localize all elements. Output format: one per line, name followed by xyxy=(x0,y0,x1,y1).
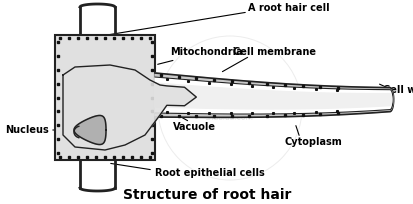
Polygon shape xyxy=(154,83,391,109)
Polygon shape xyxy=(74,126,78,138)
Polygon shape xyxy=(154,77,392,114)
Text: A root hair cell: A root hair cell xyxy=(247,3,329,13)
Text: Structure of root hair: Structure of root hair xyxy=(123,188,290,202)
Bar xyxy=(55,35,154,160)
Polygon shape xyxy=(154,73,393,117)
Text: Cell wall: Cell wall xyxy=(382,85,413,95)
Text: Mitochondria: Mitochondria xyxy=(157,47,242,64)
Polygon shape xyxy=(63,65,196,150)
Text: Cell membrane: Cell membrane xyxy=(233,47,315,57)
Text: shaalaa.com: shaalaa.com xyxy=(205,113,254,122)
Polygon shape xyxy=(74,115,106,144)
Text: Vacuole: Vacuole xyxy=(173,122,216,132)
Text: Root epithelial cells: Root epithelial cells xyxy=(154,168,264,178)
Text: Cytoplasm: Cytoplasm xyxy=(284,137,342,147)
Text: Nucleus: Nucleus xyxy=(5,125,49,135)
